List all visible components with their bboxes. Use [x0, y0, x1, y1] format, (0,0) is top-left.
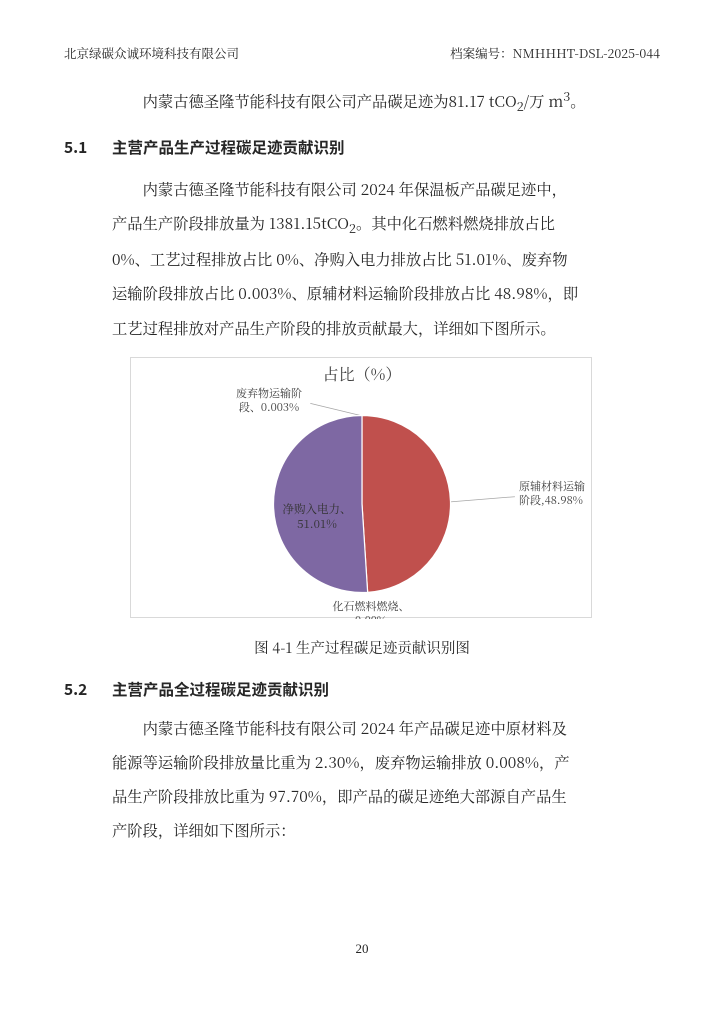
svg-text:51.01%: 51.01%: [297, 516, 337, 532]
svg-text:占比（%）: 占比（%）: [323, 362, 402, 385]
svg-text:段、0.003%: 段、0.003%: [239, 399, 299, 415]
svg-text:阶段,48.98%: 阶段,48.98%: [519, 492, 583, 508]
svg-text:净购入电力、: 净购入电力、: [283, 501, 352, 517]
svg-text:0.00%: 0.00%: [355, 612, 387, 619]
